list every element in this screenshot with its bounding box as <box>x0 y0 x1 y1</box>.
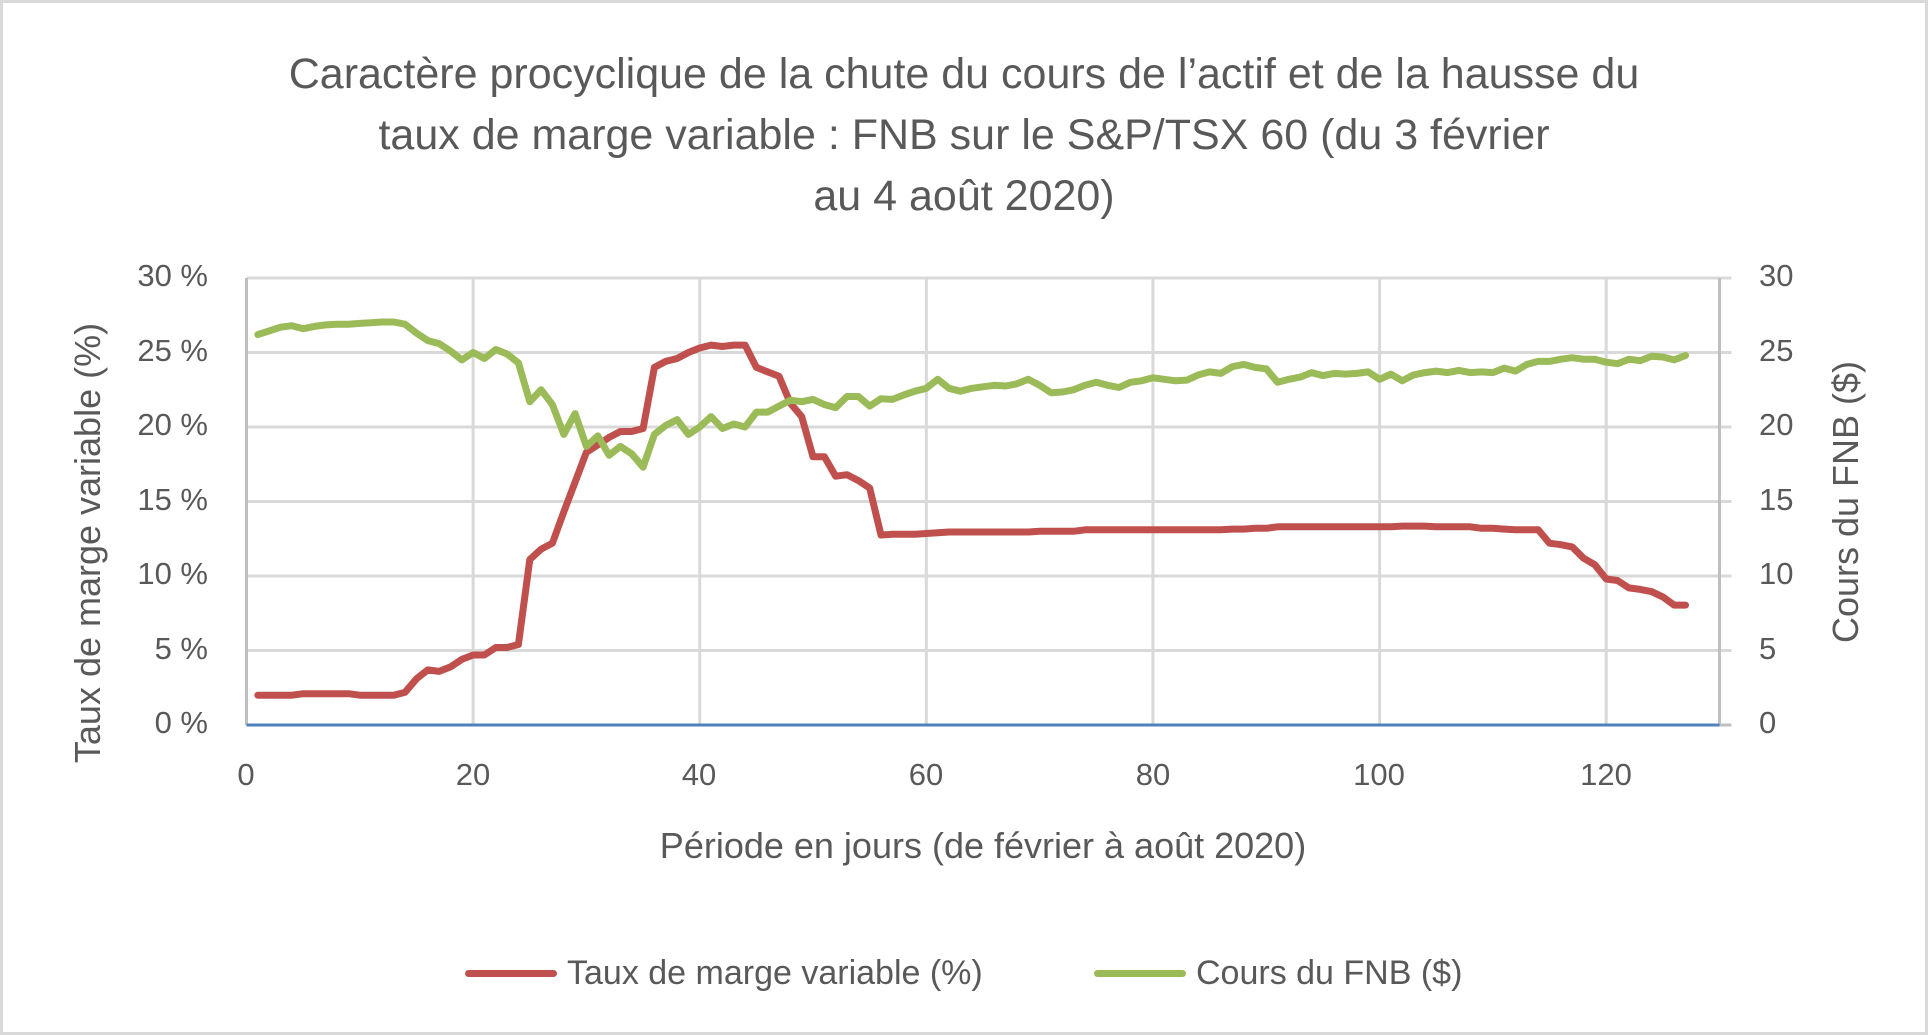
legend: Taux de marge variable (%) Cours du FNB … <box>0 948 1928 998</box>
y2-tick-label: 10 <box>1759 556 1794 591</box>
y-tick-label: 10 % <box>137 556 208 591</box>
y2-tick-label: 30 <box>1759 258 1794 293</box>
x-tick-label: 60 <box>908 757 944 792</box>
chart-title: Caractère procyclique de la chute du cou… <box>0 44 1928 227</box>
x-tick-label: 20 <box>455 757 491 792</box>
y-axis-title: Taux de marge variable (%) <box>67 322 108 764</box>
x-tick-label: 0 <box>237 757 255 792</box>
y2-tick-label: 15 <box>1759 482 1794 517</box>
y-tick-label: 15 % <box>137 482 208 517</box>
y-tick-label: 20 % <box>137 407 208 442</box>
y2-tick-label: 0 <box>1759 705 1777 740</box>
y2-axis-title: Cours du FNB ($) <box>1825 360 1866 644</box>
y-tick-label: 5 % <box>154 631 208 666</box>
axes <box>245 278 1732 727</box>
y-tick-label: 0 % <box>154 705 208 740</box>
legend-item-etf-price: Cours du FNB ($) <box>1094 948 1462 998</box>
y2-tick-label: 20 <box>1759 407 1794 442</box>
data-lines <box>254 318 1689 699</box>
y-tick-label: 25 % <box>137 333 208 368</box>
chart-title-line-2: taux de marge variable : FNB sur le S&P/… <box>378 111 1550 159</box>
x-tick-label: 80 <box>1135 757 1171 792</box>
y-tick-label: 30 % <box>137 258 208 293</box>
legend-swatch-green-line-icon <box>1094 969 1186 977</box>
x-tick-label: 120 <box>1580 757 1632 792</box>
x-tick-label: 100 <box>1353 757 1405 792</box>
legend-label: Cours du FNB ($) <box>1196 953 1463 992</box>
legend-swatch-red-line-icon <box>465 969 557 977</box>
x-tick-label: 40 <box>681 757 717 792</box>
legend-label: Taux de marge variable (%) <box>567 953 983 992</box>
chart-title-line-1: Caractère procyclique de la chute du cou… <box>288 50 1640 98</box>
x-axis-title: Période en jours (de février à août 2020… <box>659 825 1307 866</box>
legend-item-margin-rate: Taux de marge variable (%) <box>465 948 983 998</box>
y2-tick-label: 25 <box>1759 333 1794 368</box>
chart-title-line-3: au 4 août 2020) <box>813 172 1115 220</box>
y2-tick-label: 5 <box>1759 631 1777 666</box>
